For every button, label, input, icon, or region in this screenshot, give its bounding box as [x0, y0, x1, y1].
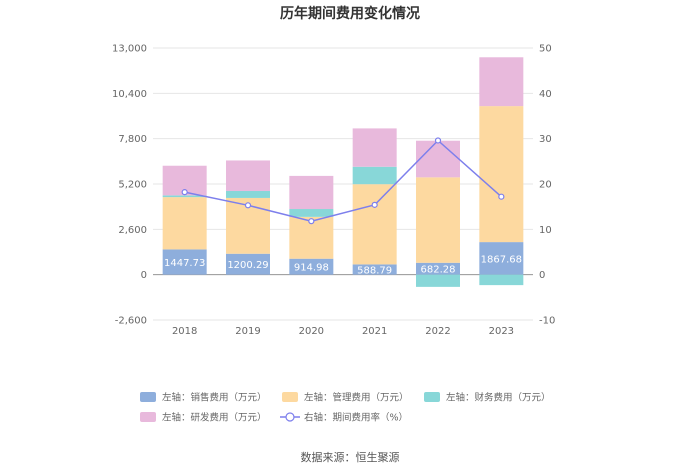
x-tick-label: 2023 [489, 326, 514, 337]
data-label: 588.79 [357, 266, 392, 277]
bar-segment [352, 264, 397, 275]
rate-point [371, 201, 378, 208]
rate-point [498, 193, 505, 200]
bar-segment [289, 258, 334, 275]
bars [162, 57, 524, 287]
bar-segment [416, 177, 460, 263]
data-label: 1867.68 [481, 254, 522, 265]
left-tick-label: 7,800 [118, 134, 147, 145]
legend-marker [285, 412, 295, 422]
legend-swatch [140, 392, 156, 402]
left-tick-label: 2,600 [118, 225, 147, 236]
bar-segment [479, 106, 524, 243]
x-tick-label: 2020 [299, 326, 324, 337]
data-label: 1200.29 [227, 260, 268, 271]
rate-line [181, 137, 505, 225]
bar-segment [289, 209, 334, 217]
chart-title: 历年期间费用变化情况 [280, 5, 420, 22]
rate-point [244, 202, 252, 209]
bar-segment [226, 253, 270, 275]
rate-line-path [184, 139, 502, 222]
bar-segment [352, 166, 397, 185]
x-tick-label: 2021 [362, 326, 387, 337]
bar-segment [289, 175, 334, 210]
legend-label: 左轴：研发费用（万元） [162, 412, 267, 424]
legend-swatch [140, 412, 156, 422]
grid [153, 47, 533, 321]
left-tick-label: 10,400 [112, 89, 147, 100]
bar-segment [416, 274, 460, 287]
bar-segment [352, 128, 397, 167]
bar-segment [416, 140, 460, 178]
rate-point [434, 137, 442, 144]
source-note: 数据来源：恒生聚源 [301, 450, 400, 464]
right-tick-label: 10 [539, 225, 552, 236]
x-tick-label: 2018 [172, 326, 197, 337]
data-label: 682.28 [421, 265, 456, 276]
left-tick-label: 13,000 [112, 44, 147, 55]
bar-segment [479, 274, 524, 286]
right-tick-label: -10 [539, 316, 555, 327]
x-axis-ticks: 2018 2019 2020 2021 2022 2023 [172, 326, 514, 337]
legend-label: 左轴：财务费用（万元） [446, 392, 551, 404]
bar-segment [479, 57, 524, 107]
legend: 左轴：销售费用（万元） 左轴：管理费用（万元） 左轴：财务费用（万元） 左轴：研发费用… [140, 392, 551, 424]
data-label: 1447.73 [164, 258, 205, 269]
left-axis-ticks: -2,600 0 2,600 5,200 7,800 10,400 13,000 [112, 44, 147, 327]
data-labels: 1447.73 1200.29 914.98 588.79 682.28 1867.68 [164, 254, 522, 276]
legend-label: 左轴：销售费用（万元） [162, 392, 267, 404]
left-tick-label: -2,600 [115, 316, 147, 327]
right-axis-ticks: -10 0 10 20 30 40 50 [539, 44, 555, 327]
right-tick-label: 30 [539, 134, 552, 145]
x-tick-label: 2019 [235, 326, 260, 337]
left-tick-label: 0 [141, 270, 147, 281]
bar-segment [416, 262, 460, 275]
bar-segment [479, 242, 524, 275]
left-tick-label: 5,200 [118, 180, 147, 191]
legend-swatch [282, 392, 298, 402]
legend-label: 左轴：管理费用（万元） [304, 392, 409, 404]
legend-swatch [424, 392, 440, 402]
bar-segment [352, 184, 397, 265]
bar-segment [226, 160, 270, 191]
right-tick-label: 0 [539, 270, 545, 281]
right-tick-label: 40 [539, 89, 552, 100]
bar-segment [162, 195, 207, 198]
legend-label: 右轴：期间费用率（%） [304, 412, 408, 424]
x-tick-label: 2022 [425, 326, 450, 337]
rate-point [308, 218, 315, 225]
data-label: 914.98 [294, 263, 329, 274]
right-tick-label: 50 [539, 44, 552, 55]
bar-segment [162, 249, 207, 275]
bar-segment [162, 197, 207, 250]
bar-segment [226, 190, 270, 198]
rate-point [181, 189, 188, 196]
right-tick-label: 20 [539, 180, 552, 191]
